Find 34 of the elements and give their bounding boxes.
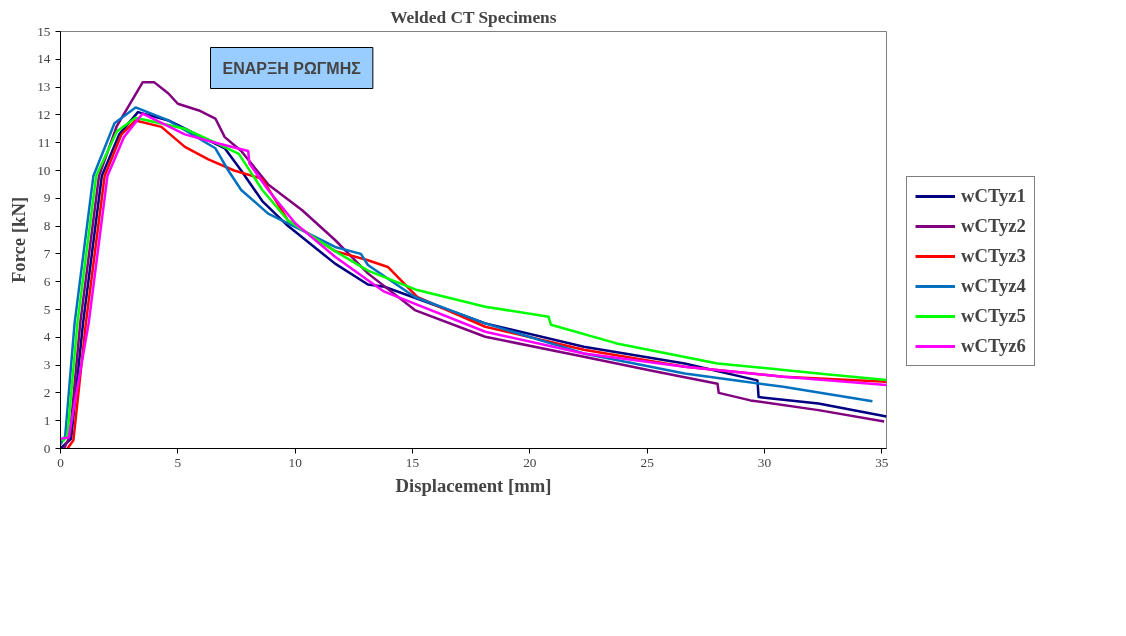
y-tick-label: 7 <box>43 245 51 261</box>
y-tick-label: 0 <box>43 440 51 456</box>
y-tick-label: 6 <box>43 273 51 289</box>
chart-title: Welded CT Specimens <box>390 7 557 27</box>
x-tick-label: 30 <box>757 454 772 470</box>
x-tick-label: 0 <box>57 454 65 470</box>
y-tick-label: 8 <box>43 218 51 234</box>
legend-label: wCTyz6 <box>961 334 1026 357</box>
x-tick-label: 5 <box>174 454 182 470</box>
y-tick-label: 13 <box>37 79 51 95</box>
x-axis-title: Displacement [mm] <box>395 474 552 496</box>
y-axis-title: Force [kN] <box>8 196 30 284</box>
y-tick-label: 15 <box>37 23 51 39</box>
y-tick-label: 2 <box>43 384 51 400</box>
x-tick-label: 15 <box>405 454 420 470</box>
y-tick-label: 3 <box>43 357 51 373</box>
y-tick-label: 14 <box>37 51 51 67</box>
x-tick-label: 35 <box>875 454 889 470</box>
y-tick-label: 1 <box>43 412 51 428</box>
x-tick-label: 20 <box>523 454 537 470</box>
y-tick-label: 5 <box>43 301 51 317</box>
legend-label: wCTyz4 <box>961 274 1026 297</box>
y-tick-label: 10 <box>37 162 51 178</box>
y-tick-label: 11 <box>37 134 51 150</box>
annotation: ΕΝΑΡΞΗ ΡΩΓΜΗΣ <box>222 59 362 77</box>
legend-label: wCTyz5 <box>961 304 1026 327</box>
x-tick-label: 10 <box>288 454 303 470</box>
y-tick-label: 9 <box>43 190 51 206</box>
legend-label: wCTyz2 <box>961 214 1026 237</box>
x-tick-label: 25 <box>640 454 655 470</box>
legend-label: wCTyz1 <box>961 184 1026 207</box>
y-tick-label: 12 <box>37 106 51 122</box>
legend-label: wCTyz3 <box>961 244 1026 267</box>
y-tick-label: 4 <box>43 329 51 345</box>
